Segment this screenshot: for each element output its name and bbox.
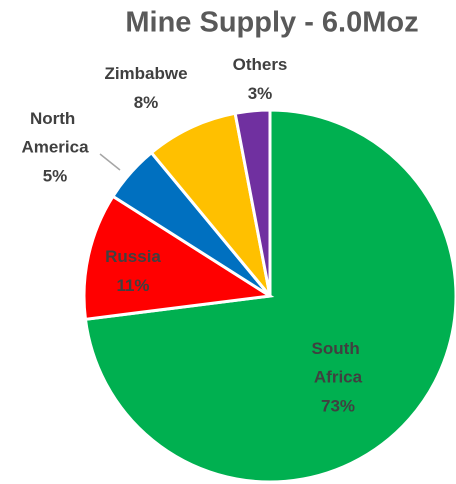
chart-title: Mine Supply - 6.0Moz xyxy=(125,7,418,39)
value-label: 8% xyxy=(134,93,159,112)
value-label: 5% xyxy=(43,166,68,185)
pie-slice xyxy=(149,111,272,297)
value-label: 73% xyxy=(321,396,355,415)
category-label: Others xyxy=(233,55,288,74)
category-label: Zimbabwe xyxy=(104,64,187,83)
category-label: Russia xyxy=(105,247,161,266)
category-label: North America xyxy=(21,109,89,157)
leader-line xyxy=(99,153,121,171)
pie-slice xyxy=(233,108,272,297)
pie-slice xyxy=(82,194,275,321)
category-label: South Africa xyxy=(312,339,365,387)
value-label: 3% xyxy=(248,84,273,103)
value-label: 11% xyxy=(116,276,149,295)
